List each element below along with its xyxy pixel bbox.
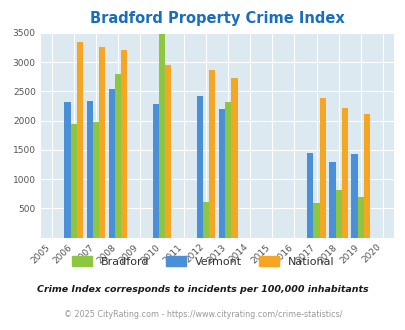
- Bar: [64, 102, 70, 238]
- Bar: [319, 98, 325, 238]
- Bar: [115, 74, 121, 238]
- Bar: [121, 50, 127, 238]
- Bar: [328, 162, 335, 238]
- Bar: [196, 96, 202, 238]
- Bar: [158, 34, 165, 238]
- Bar: [351, 154, 357, 238]
- Text: © 2025 CityRating.com - https://www.cityrating.com/crime-statistics/: © 2025 CityRating.com - https://www.city…: [64, 310, 341, 319]
- Bar: [152, 104, 158, 238]
- Bar: [225, 102, 231, 238]
- Bar: [86, 101, 92, 238]
- Bar: [363, 114, 369, 238]
- Bar: [357, 197, 363, 238]
- Bar: [92, 122, 99, 238]
- Bar: [307, 153, 313, 238]
- Bar: [202, 202, 209, 238]
- Bar: [341, 109, 347, 238]
- Bar: [218, 109, 225, 238]
- Bar: [99, 47, 105, 238]
- Bar: [108, 88, 115, 238]
- Text: Crime Index corresponds to incidents per 100,000 inhabitants: Crime Index corresponds to incidents per…: [37, 285, 368, 294]
- Bar: [209, 70, 215, 238]
- Bar: [165, 65, 171, 238]
- Bar: [335, 190, 341, 238]
- Bar: [77, 42, 83, 238]
- Legend: Bradford, Vermont, National: Bradford, Vermont, National: [67, 251, 338, 271]
- Title: Bradford Property Crime Index: Bradford Property Crime Index: [90, 11, 344, 26]
- Bar: [231, 78, 237, 238]
- Bar: [70, 124, 77, 238]
- Bar: [313, 203, 319, 238]
